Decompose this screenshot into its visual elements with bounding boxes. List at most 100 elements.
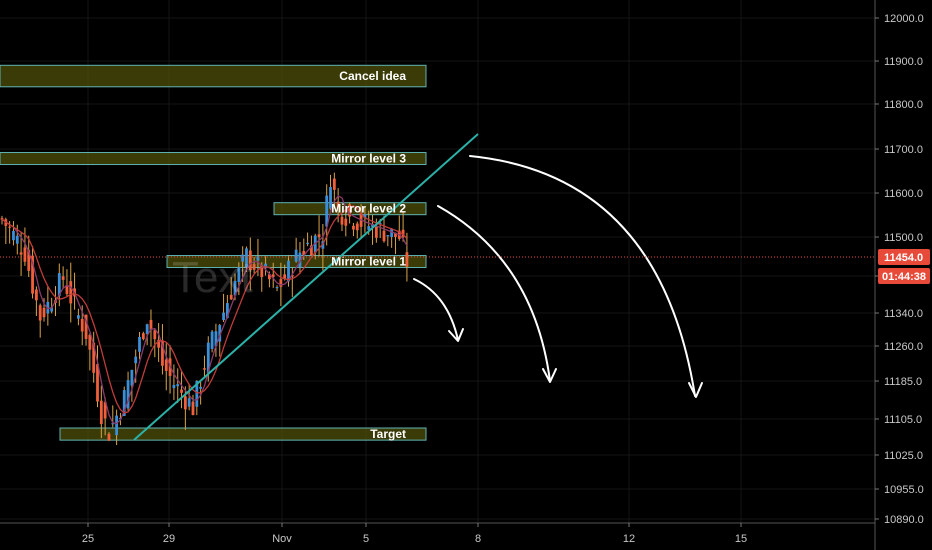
candle-body [19,252,23,255]
x-tick-label: 8 [475,533,481,545]
candle-body [141,333,145,340]
candle-body [27,250,31,271]
trendline-group [133,133,479,441]
y-tick-label: 11025.0 [884,450,923,462]
candle-body [332,178,336,190]
candle-body [367,226,371,230]
candle-body [153,330,157,340]
candle-body [218,325,222,342]
y-tick-label: 11105.0 [884,414,922,426]
candle-body [69,281,73,304]
candle-body [199,386,203,389]
candle-body [394,232,397,237]
x-tick-label: 5 [363,533,369,545]
candle-body [344,218,348,226]
candle-body [241,254,245,262]
x-tick-label: 29 [163,533,175,545]
candle-body [233,280,237,296]
candle-body [386,235,390,237]
zone-label: Cancel idea [339,69,406,83]
zone-box [59,427,427,441]
candle-body [336,201,340,209]
arrow-mid [437,205,551,382]
candle-body [149,319,153,330]
candle-body [306,242,309,245]
candle-body [172,384,176,389]
candle-body [252,264,256,270]
candle-body [237,267,241,282]
candle-body [225,303,229,318]
candle-body [122,390,126,417]
candle-body [229,294,233,300]
candle-body [378,222,382,224]
candle-body [206,342,210,373]
candle-body [88,334,92,350]
candle-body [103,402,107,419]
candle-body [187,398,191,407]
candle-body [34,289,38,301]
y-tick-label: 11500.0 [884,232,923,244]
candle-body [382,230,386,242]
candle-body [374,226,378,238]
time-axis[interactable]: 25 29 Nov 5 8 12 15 [0,522,875,545]
x-tick-label: 12 [623,533,635,545]
y-tick-label: 11900.0 [884,56,923,68]
candle-body [115,415,118,436]
candle-body [329,187,332,209]
price-axis[interactable]: 12000.0 11900.0 11800.0 11700.0 11600.0 11500… [874,0,924,550]
arrow-mid-head [542,368,557,383]
zone-label: Mirror level 1 [331,255,406,269]
price-tags: 11454.0 01:44:38 [878,249,930,284]
candle-body [302,251,306,256]
candle-body [325,195,329,227]
candle-body [222,312,225,321]
candle-body [352,225,355,230]
countdown-tag [878,268,930,284]
candle-body [77,315,80,319]
candle-body [138,336,141,352]
candle-body [8,226,12,228]
candle-body [80,318,84,332]
y-tick-label: 10955.0 [884,484,924,496]
candle-body [15,235,19,244]
candle-body [371,223,374,227]
candle-body [340,216,344,225]
candle-body [38,305,42,321]
candle-body [294,249,298,262]
zone-box [0,64,427,88]
candle-body [107,433,111,441]
candle-body [134,356,138,364]
candle-body [248,250,252,270]
candle-body [279,279,283,287]
candle-body [310,245,313,256]
candle-body [61,276,65,280]
candle-body [210,331,214,349]
y-tick-label: 11185.0 [884,376,922,388]
candle-body [96,364,99,402]
candle-body [214,331,218,347]
countdown-value: 01:44:38 [882,271,926,283]
chart-zones [0,64,427,441]
candle-body [363,214,367,219]
ma-fast-line [1,194,408,425]
candle-body [65,285,69,294]
candle-body [126,380,130,409]
y-tick-label: 11600.0 [884,188,923,200]
candle-body [245,248,248,268]
watermark-text: Text [172,253,253,302]
last-price-value: 11454.0 [884,252,923,264]
candle-body [283,274,287,279]
trendline[interactable] [133,133,479,441]
candle-body [111,423,115,425]
candle-body [268,274,271,280]
arrow-short [413,278,459,341]
candle-body [195,380,199,407]
y-tick-label: 10890.0 [884,514,924,526]
y-tick-label: 11800.0 [884,99,923,111]
ma-slow-line [1,205,408,414]
candle-body [390,228,394,237]
candle-body [317,234,321,238]
candle-body [264,263,267,269]
candle-body [130,369,134,386]
